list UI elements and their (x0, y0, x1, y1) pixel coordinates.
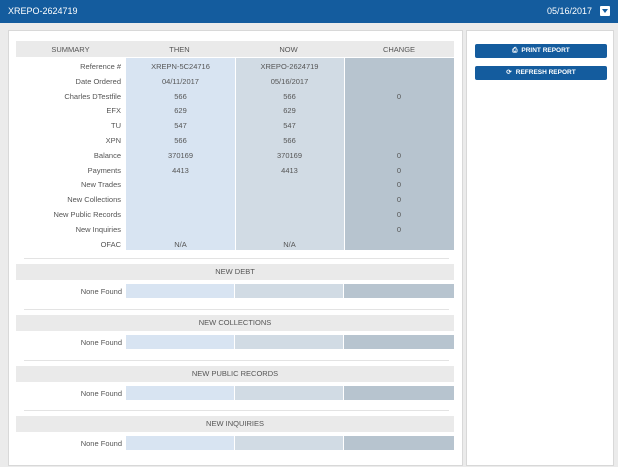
refresh-report-label: REFRESH REPORT (515, 69, 576, 76)
row-change-value: 0 (396, 224, 402, 234)
row-label: Date Ordered (75, 76, 121, 86)
summary-row: New Collections 0 (16, 192, 454, 207)
summary-row: New Trades 0 (16, 177, 454, 192)
header-now: NOW (279, 45, 298, 54)
row-label: TU (111, 121, 121, 131)
section-row-cell (126, 436, 234, 450)
row-now-value: 4413 (281, 165, 298, 175)
section-title: NEW COLLECTIONS (16, 315, 454, 331)
now-column-bg (235, 58, 344, 250)
printer-icon: ⎙ (512, 47, 518, 54)
row-now-value: 629 (283, 106, 296, 116)
summary-row: Balance 370169 370169 0 (16, 148, 454, 163)
row-label: Charles DTestfile (64, 91, 121, 101)
row-change-value: 0 (396, 150, 402, 160)
section-divider (24, 258, 449, 259)
section-title: NEW DEBT (16, 264, 454, 280)
print-report-label: PRINT REPORT (521, 47, 570, 54)
row-then-value: N/A (174, 239, 187, 249)
summary-header-row: SUMMARY THEN NOW CHANGE (16, 41, 454, 57)
row-label: New Public Records (53, 210, 121, 219)
row-label: Balance (93, 150, 121, 160)
row-change-value: 0 (396, 195, 402, 205)
row-now-value: 05/16/2017 (270, 76, 309, 86)
section-title: NEW PUBLIC RECORDS (16, 366, 454, 382)
section-row-cell (344, 386, 454, 400)
row-now-value: 566 (283, 136, 296, 145)
summary-row: Reference # XREPN-5C24716 XREPO-2624719 (16, 59, 454, 74)
summary-row: XPN 566 566 (16, 133, 454, 148)
row-now-value: 547 (283, 121, 296, 131)
section-divider (24, 410, 449, 411)
section-row-label: None Found (80, 338, 122, 347)
report-title: XREPO-2624719 (8, 6, 78, 16)
summary-panel: SUMMARY THEN NOW CHANGE Reference # XREPN… (8, 30, 463, 466)
refresh-icon: ⟳ (506, 69, 512, 76)
row-now-value: XREPO-2624719 (260, 62, 319, 71)
print-report-button[interactable]: ⎙ PRINT REPORT (475, 44, 607, 58)
row-label: EFX (106, 106, 121, 116)
row-then-value: XREPN-5C24716 (151, 62, 210, 71)
section-row-cell (126, 335, 234, 349)
row-change-value: 0 (396, 180, 402, 190)
row-label: Reference # (80, 62, 121, 71)
section-row-cell (235, 335, 343, 349)
section-title: NEW INQUIRIES (16, 416, 454, 432)
row-change-value: 0 (396, 91, 402, 101)
summary-row: New Public Records 0 (16, 207, 454, 222)
row-then-value: 370169 (167, 150, 194, 160)
header-then: THEN (169, 45, 190, 54)
row-label: XPN (105, 136, 121, 145)
header-change: CHANGE (382, 45, 416, 54)
section-row-cell (126, 284, 234, 298)
row-then-value: 566 (174, 91, 187, 101)
then-column-bg (126, 58, 235, 250)
summary-row: Payments 4413 4413 0 (16, 163, 454, 178)
row-then-value: 4413 (172, 165, 189, 175)
section-row: None Found (16, 284, 454, 298)
section-row-cell (344, 335, 454, 349)
row-then-value: 566 (174, 136, 187, 145)
actions-panel: ⎙ PRINT REPORT ⟳ REFRESH REPORT (466, 30, 614, 466)
section-row-label: None Found (80, 287, 122, 296)
row-then-value: 629 (174, 106, 187, 116)
section-row: None Found (16, 436, 454, 450)
section-row-cell (344, 436, 454, 450)
summary-row: New Inquiries 0 (16, 222, 454, 237)
row-change-value: 0 (396, 210, 402, 219)
row-change-value: 0 (396, 165, 402, 175)
summary-row: OFAC N/A N/A (16, 237, 454, 252)
row-label: OFAC (100, 239, 121, 249)
section-row-cell (235, 436, 343, 450)
row-then-value: 547 (174, 121, 187, 131)
row-label: Payments (87, 165, 121, 175)
section-row-cell (126, 386, 234, 400)
summary-row: TU 547 547 (16, 118, 454, 133)
row-label: New Trades (80, 180, 121, 190)
dropdown-toggle-icon[interactable] (600, 6, 610, 16)
row-label: New Inquiries (75, 224, 121, 234)
section-row-label: None Found (80, 439, 122, 448)
summary-row: EFX 629 629 (16, 103, 454, 118)
row-then-value: 04/11/2017 (162, 76, 199, 86)
change-column-bg (344, 58, 454, 250)
section-row-cell (344, 284, 454, 298)
row-now-value: N/A (283, 239, 296, 249)
section-row-cell (235, 386, 343, 400)
summary-row: Date Ordered 04/11/2017 05/16/2017 (16, 74, 454, 89)
row-now-value: 370169 (276, 150, 303, 160)
section-row: None Found (16, 386, 454, 400)
section-row-label: None Found (80, 389, 122, 398)
summary-row: Charles DTestfile 566 566 0 (16, 89, 454, 104)
section-divider (24, 309, 449, 310)
section-row-cell (235, 284, 343, 298)
refresh-report-button[interactable]: ⟳ REFRESH REPORT (475, 66, 607, 80)
top-bar: XREPO-2624719 05/16/2017 (0, 0, 618, 23)
section-row: None Found (16, 335, 454, 349)
row-label: New Collections (67, 195, 121, 205)
row-now-value: 566 (283, 91, 296, 101)
header-summary: SUMMARY (51, 45, 90, 54)
report-date: 05/16/2017 (546, 6, 592, 16)
section-divider (24, 360, 449, 361)
